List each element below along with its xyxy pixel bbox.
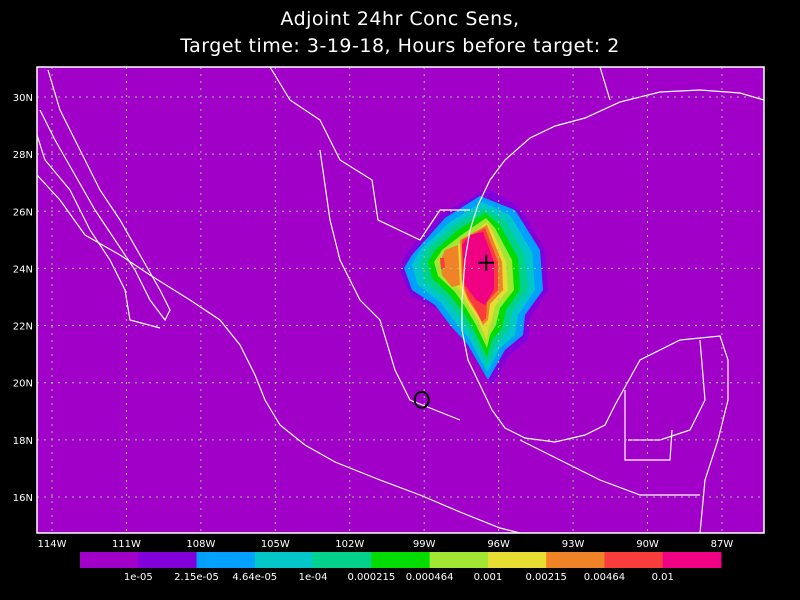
colorbar-swatch [546,552,605,568]
colorbar-label: 0.001 [474,572,503,583]
latitude-label: 30N [13,93,33,104]
plot-title-line2: Target time: 3-19-18, Hours before targe… [180,35,620,57]
latitude-label: 16N [13,493,33,504]
colorbar-swatch [196,552,256,568]
colorbar-swatch [254,552,314,568]
longitude-label: 90W [636,539,659,550]
colorbar-label: 0.000215 [348,572,396,583]
colorbar-label: 2.15e-05 [174,572,219,583]
colorbar-label: 1e-05 [124,572,153,583]
coastline [319,149,461,421]
colorbar-swatch [371,552,431,568]
coastline [599,66,611,101]
longitude-label: 87W [711,539,734,550]
coastline [461,89,765,534]
longitude-label: 102W [335,539,364,550]
latitude-label: 20N [13,379,33,390]
latitude-label: 26N [13,207,33,218]
colorbar-swatch [313,552,372,568]
colorbar-label: 4.64e-05 [232,572,277,583]
latitude-labels: 30N 28N 26N 24N 22N 20N 18N 16N [13,93,33,504]
colorbar-swatch [487,552,547,568]
colorbar-swatch [662,552,722,568]
colorbar-swatch [604,552,664,568]
longitude-label: 108W [186,539,215,550]
coastline [36,134,161,329]
cross-icon [478,254,495,271]
colorbar: 1e-05 2.15e-05 4.64e-05 1e-04 0.000215 0.0004… [80,552,722,583]
colorbar-swatch [80,552,139,568]
colorbar-label: 0.01 [652,572,674,583]
map-area [37,67,764,533]
coastlines [36,66,765,534]
colorbar-label: 0.00464 [584,572,625,583]
markers [413,254,495,409]
latitude-label: 24N [13,264,33,275]
longitude-label: 114W [38,539,67,550]
latitude-label: 22N [13,322,33,333]
colorbar-label: 0.00215 [526,572,567,583]
coastline [519,439,700,496]
longitude-label: 99W [413,539,436,550]
colorbar-label: 1e-04 [299,572,328,583]
latitude-label: 18N [13,436,33,447]
contour-level-9 [440,258,445,269]
longitude-label: 96W [487,539,510,550]
circle-icon [413,390,430,409]
colorbar-swatch [429,552,489,568]
contour-level-8 [440,245,460,287]
latitude-label: 28N [13,150,33,161]
longitude-label: 111W [112,539,141,550]
coastline [36,174,521,534]
longitude-labels: 114W 111W 108W 105W 102W 99W 96W 93W 90W 87W [38,539,734,550]
colorbar-label: 0.000464 [406,572,454,583]
colorbar-swatch [138,552,198,568]
coastline [628,339,706,441]
grid-lines [37,67,764,533]
coastline [39,69,171,322]
sensitivity-contours [400,190,548,385]
map-frame [36,66,765,534]
coastline [269,66,470,241]
plot-title-line1: Adjoint 24hr Conc Sens, [280,8,520,30]
longitude-label: 105W [261,539,290,550]
longitude-label: 93W [562,539,585,550]
